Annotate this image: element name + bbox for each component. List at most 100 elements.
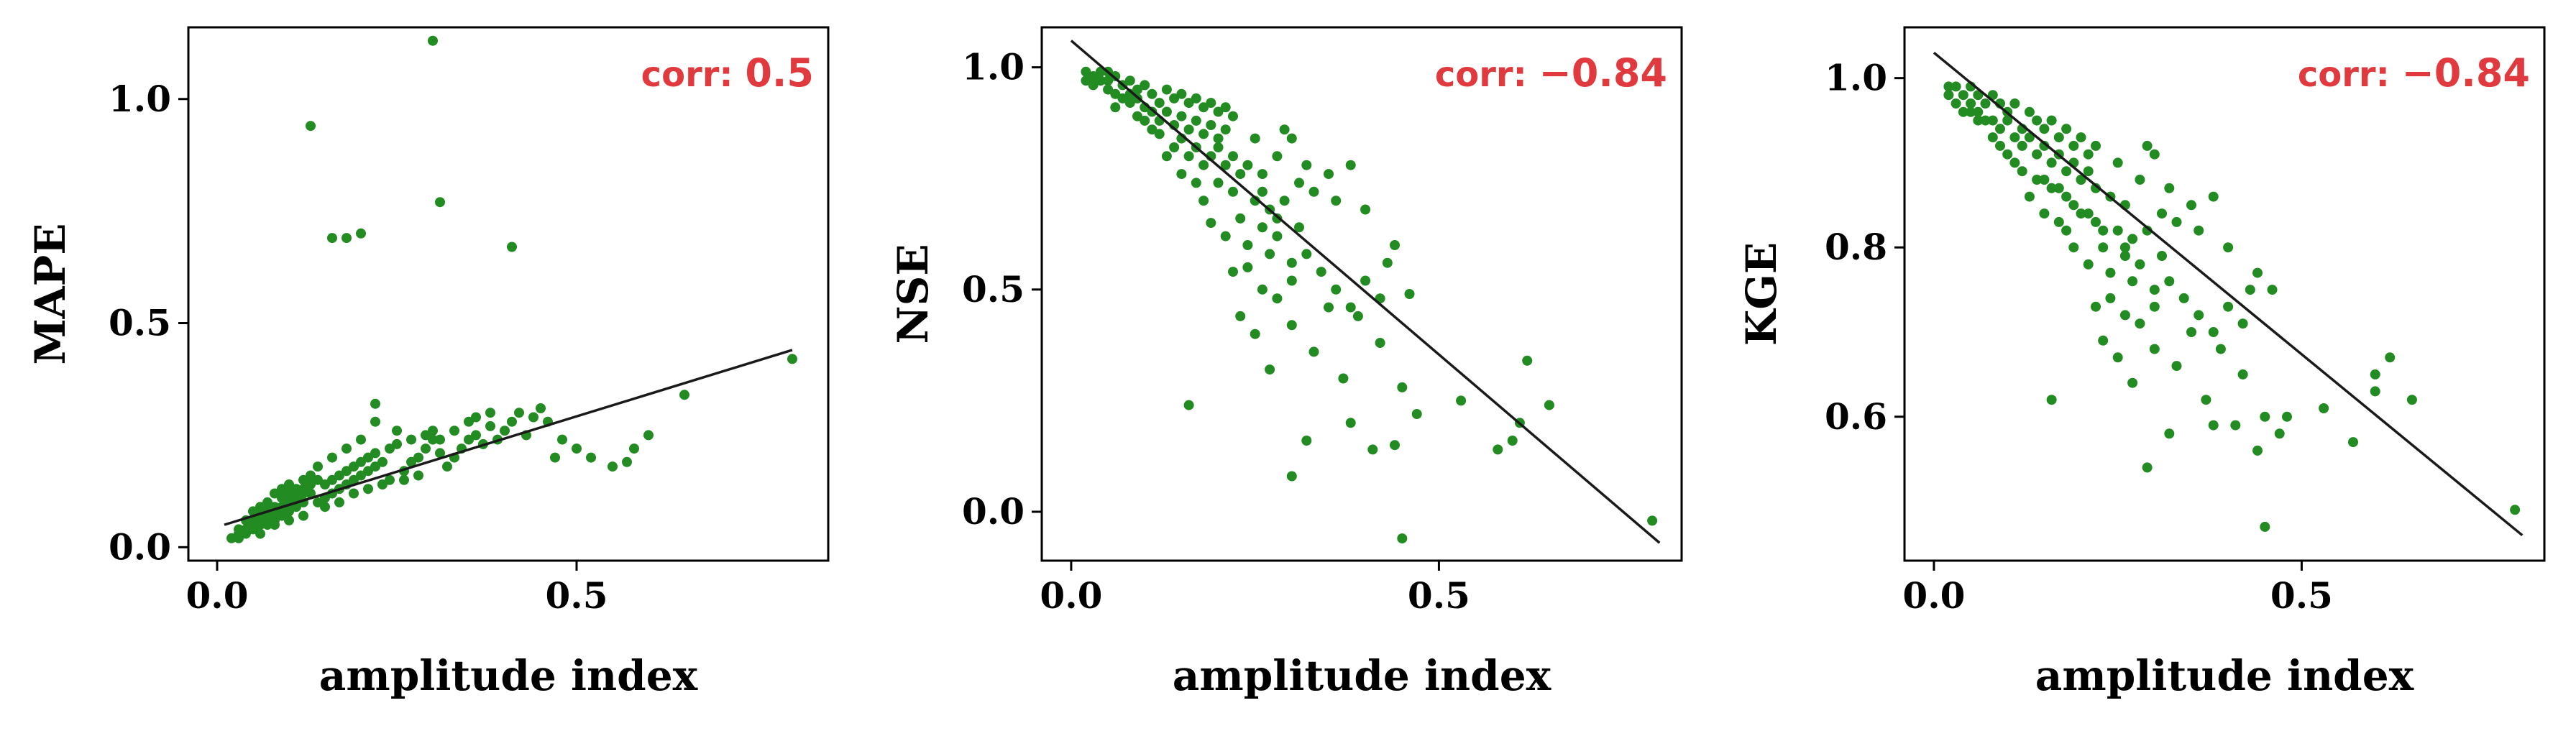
data-point (2385, 352, 2396, 363)
data-point (320, 479, 330, 489)
x-ticks: 0.0 0.5 (1902, 561, 2333, 617)
data-point (2098, 242, 2109, 253)
data-point (449, 426, 459, 436)
data-point (2194, 310, 2204, 321)
data-point (1272, 151, 1283, 162)
data-point (2230, 420, 2241, 431)
data-point (2061, 166, 2072, 177)
data-point (2223, 301, 2234, 312)
data-point (1154, 98, 1165, 109)
data-point (1272, 293, 1283, 304)
data-point (349, 488, 359, 499)
data-point (1301, 160, 1312, 170)
data-point (1279, 196, 1290, 206)
data-point (1390, 240, 1400, 250)
data-point (2024, 191, 2035, 202)
y-ticks: 0.0 0.5 1.0 (109, 78, 188, 568)
data-point (262, 520, 272, 530)
data-point (2237, 369, 2248, 380)
data-point (586, 452, 596, 463)
data-point (421, 430, 431, 441)
data-point (557, 434, 567, 445)
x-tick-label: 0.0 (1040, 574, 1102, 617)
data-point (1360, 204, 1371, 215)
x-axis-label: amplitude index (319, 651, 698, 700)
data-point (1973, 115, 1984, 126)
data-point (2039, 140, 2050, 151)
data-point (1081, 75, 1091, 86)
data-point (2017, 166, 2027, 177)
data-point (1140, 115, 1150, 126)
data-point (1124, 98, 1135, 109)
data-point (226, 533, 237, 543)
data-point (2002, 149, 2013, 160)
data-point (471, 430, 481, 441)
correlation-annotation: corr: −0.84 (1435, 50, 1667, 96)
x-tick-label: 0.5 (1408, 574, 1470, 617)
data-point (1147, 106, 1158, 117)
data-point (306, 121, 316, 132)
data-point (1301, 249, 1312, 259)
data-point (234, 524, 244, 535)
data-point (2370, 386, 2380, 397)
data-point (306, 488, 316, 499)
data-point (1161, 151, 1172, 162)
data-point (1110, 102, 1121, 113)
data-point (2039, 175, 2050, 185)
data-point (2260, 411, 2270, 422)
data-point (2105, 267, 2116, 278)
data-point (1206, 98, 1216, 109)
data-point (291, 492, 301, 503)
data-point (507, 416, 517, 427)
correlation-annotation: corr: −0.84 (2298, 50, 2530, 96)
data-point (284, 506, 294, 517)
data-point (1198, 129, 1209, 139)
data-point (255, 502, 265, 512)
data-point (320, 502, 330, 512)
data-point (2068, 140, 2079, 151)
data-point (284, 479, 294, 489)
data-point (2370, 369, 2380, 380)
data-point (313, 497, 323, 507)
data-point (2157, 208, 2167, 219)
data-point (2510, 505, 2521, 515)
data-point (370, 398, 380, 409)
data-point (2201, 395, 2211, 405)
data-point (2215, 344, 2226, 354)
data-point (2252, 267, 2263, 278)
data-point (1213, 133, 1224, 144)
data-point (342, 443, 352, 454)
y-tick-label: 0.0 (962, 490, 1025, 533)
chart-panel-nse: 0.0 0.5 0.0 0.5 1.0 amplitude index NSE cor… (889, 26, 1683, 700)
data-point (2009, 132, 2020, 143)
data-point (363, 466, 373, 477)
data-point (298, 474, 308, 485)
data-point (377, 479, 388, 489)
data-point (298, 484, 308, 495)
data-point (1235, 311, 1246, 321)
data-point (2194, 225, 2204, 236)
data-point (1191, 115, 1201, 126)
scatter-points (1943, 81, 2521, 532)
data-point (385, 443, 395, 454)
data-point (1198, 102, 1209, 113)
data-point (2178, 293, 2189, 303)
data-point (356, 434, 366, 445)
data-point (1124, 75, 1135, 86)
data-point (270, 488, 280, 499)
scatter-points (1081, 66, 1658, 544)
data-point (1507, 436, 1518, 446)
plot-frame (1040, 26, 1683, 562)
data-point (255, 528, 265, 539)
data-point (2164, 183, 2175, 193)
correlation-value: −0.84 (2402, 50, 2530, 96)
data-point (1987, 132, 1998, 143)
data-point (1411, 409, 1422, 419)
data-point (2076, 132, 2086, 143)
data-point (2171, 216, 2182, 227)
data-point (1235, 169, 1246, 180)
data-point (392, 426, 402, 436)
data-point (1110, 88, 1121, 99)
data-point (2046, 395, 2057, 405)
data-point (277, 484, 287, 495)
